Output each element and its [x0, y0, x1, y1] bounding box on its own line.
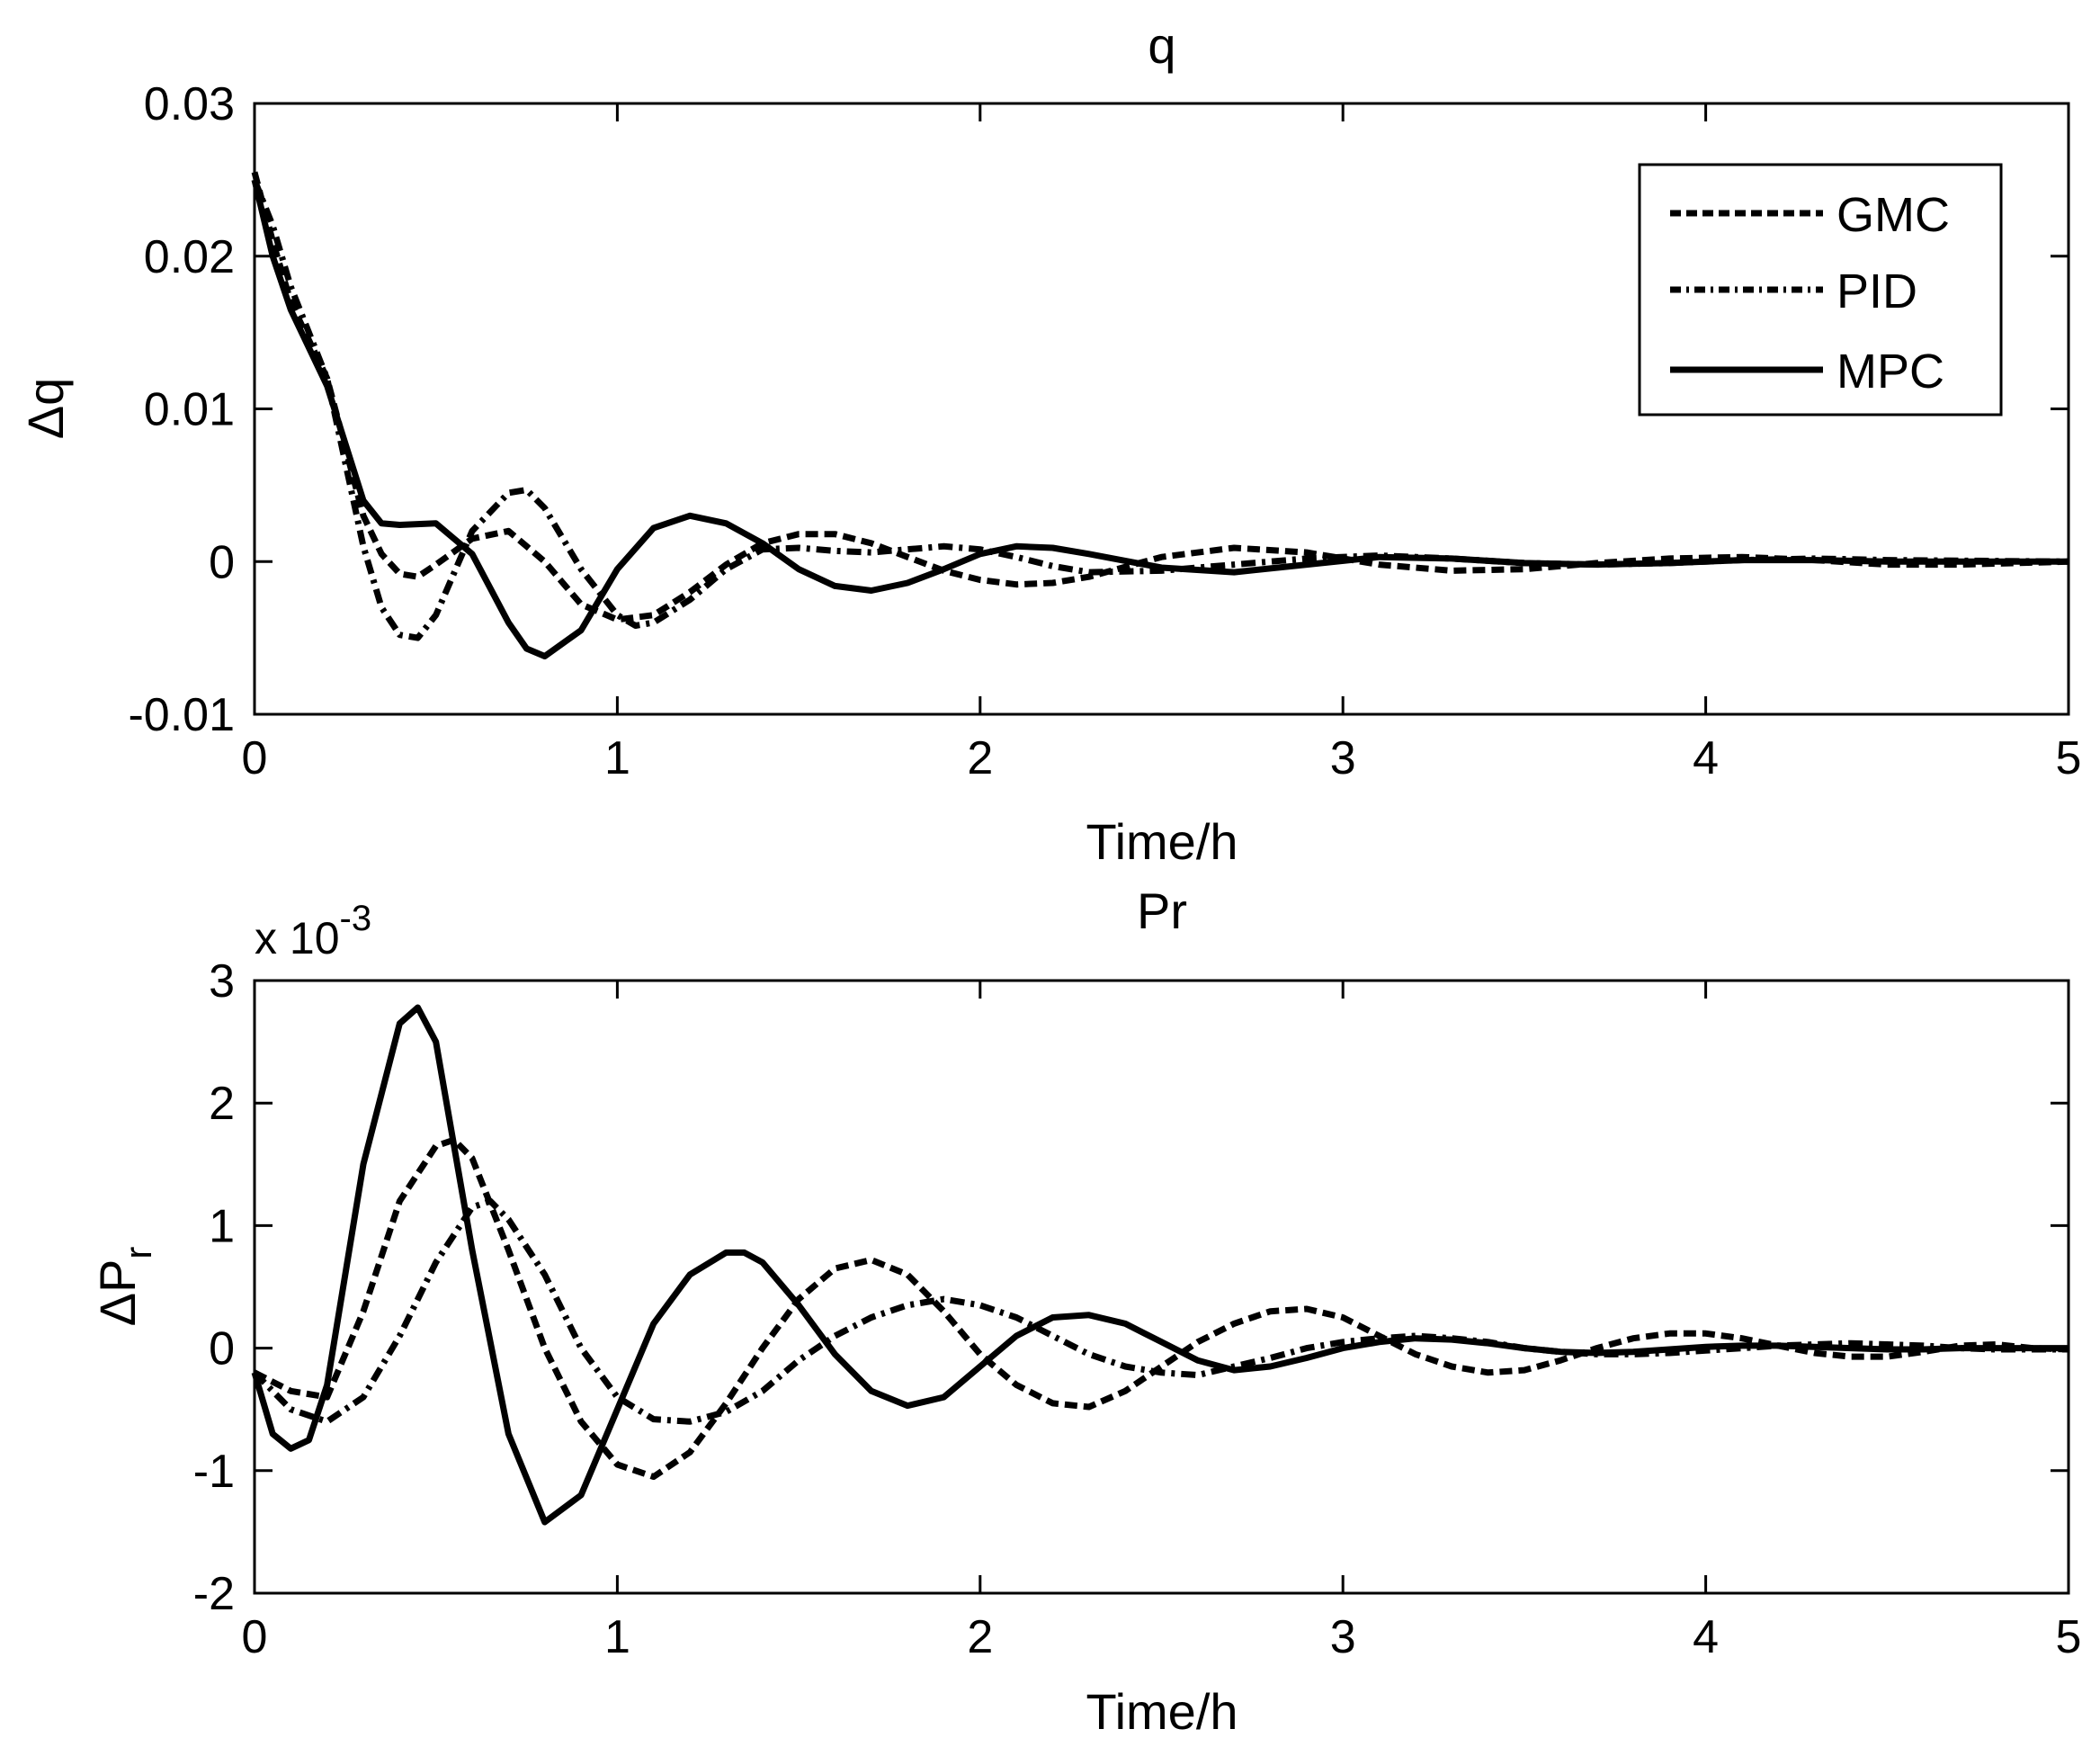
- bottom-series-gmc-line: [253, 1136, 2069, 1481]
- bottom-subplot: Pr x 10-3 0 1 2 3 4 5 -2 -1 0 1 2 3 Time/h ΔPr: [89, 882, 2081, 1740]
- top-ytick-label: 0.02: [144, 231, 235, 283]
- bottom-ytick-label: 0: [209, 1323, 235, 1375]
- top-series-mpc-line: [251, 179, 2069, 659]
- bottom-x-axis-title: Time/h: [1086, 1683, 1238, 1740]
- top-y-axis-title: Δq: [17, 378, 74, 440]
- top-xtick-label: 0: [242, 732, 268, 784]
- bottom-ticks-group: 0 1 2 3 4 5 -2 -1 0 1 2 3: [193, 955, 2082, 1663]
- bottom-plot-title: Pr: [1137, 882, 1187, 939]
- bottom-y-axis-title-main: ΔP: [89, 1259, 146, 1327]
- bottom-ytick-label: 1: [209, 1200, 235, 1252]
- bottom-ytick-label: 3: [209, 955, 235, 1008]
- bottom-series-group: [251, 1004, 2069, 1526]
- top-series-group: [251, 171, 2069, 659]
- bottom-xtick-label: 0: [242, 1611, 268, 1663]
- bottom-xtick-label: 3: [1330, 1611, 1356, 1663]
- legend-label-gmc: GMC: [1836, 188, 1950, 242]
- bottom-series-mpc-line: [251, 1004, 2069, 1526]
- top-ytick-label: 0.01: [144, 384, 235, 436]
- legend-label-pid: PID: [1836, 264, 1917, 318]
- top-xtick-label: 2: [967, 732, 993, 784]
- bottom-y-exponent: x 10-3: [255, 899, 371, 963]
- bottom-y-exponent-power: -3: [340, 899, 372, 938]
- bottom-y-exponent-base: x 10: [255, 913, 340, 963]
- bottom-y-axis-title: ΔPr: [89, 1247, 159, 1327]
- bottom-xtick-label: 5: [2056, 1611, 2082, 1663]
- top-series-gmc-line: [251, 171, 2069, 623]
- legend: GMC PID MPC: [1638, 163, 2003, 417]
- top-xtick-label: 5: [2056, 732, 2082, 784]
- top-xtick-label: 3: [1330, 732, 1356, 784]
- bottom-y-axis-title-sub: r: [117, 1247, 159, 1259]
- bottom-axes-frame: [253, 979, 2070, 1595]
- bottom-xtick-label: 2: [967, 1611, 993, 1663]
- top-xtick-label: 4: [1693, 732, 1719, 784]
- bottom-ytick-label: -2: [193, 1568, 235, 1620]
- top-plot-title: q: [1148, 17, 1175, 74]
- top-ytick-label: -0.01: [128, 689, 235, 741]
- bottom-ytick-label: 2: [209, 1078, 235, 1130]
- bottom-xtick-label: 1: [604, 1611, 630, 1663]
- top-xtick-label: 1: [604, 732, 630, 784]
- bottom-ytick-label: -1: [193, 1446, 235, 1498]
- top-x-axis-title: Time/h: [1086, 813, 1238, 870]
- top-ytick-label: 0: [209, 536, 235, 588]
- legend-label-mpc: MPC: [1836, 345, 1944, 399]
- bottom-xtick-label: 4: [1693, 1611, 1719, 1663]
- top-ytick-label: 0.03: [144, 78, 235, 130]
